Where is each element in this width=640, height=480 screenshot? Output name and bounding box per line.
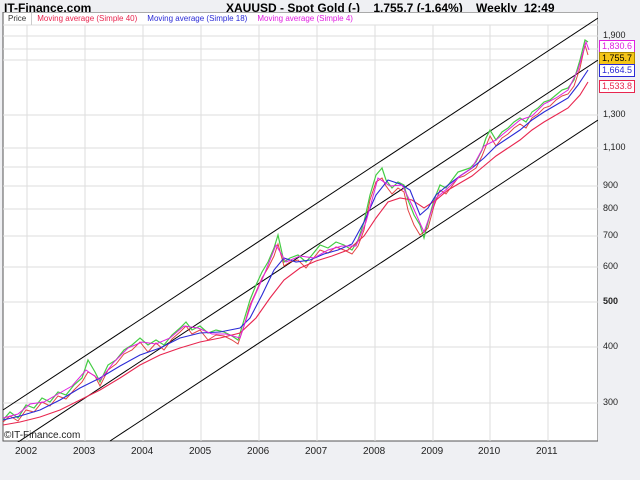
y-label-800: 800: [603, 203, 619, 213]
y-label-400: 400: [603, 341, 619, 351]
ma4-line: [2, 40, 590, 419]
x-label-2002: 2002: [15, 446, 38, 457]
legend-ma18: Moving average (Simple 18): [147, 14, 248, 23]
x-label-2003: 2003: [73, 446, 96, 457]
x-label-2007: 2007: [305, 446, 328, 457]
y-label-500: 500: [603, 296, 619, 306]
x-label-2005: 2005: [189, 446, 212, 457]
x-label-2011: 2011: [536, 446, 558, 457]
y-label-700: 700: [603, 230, 619, 240]
ma18-line: [2, 69, 589, 421]
y-label-900: 900: [603, 180, 619, 190]
x-label-2010: 2010: [478, 446, 501, 457]
h-gridlines: [3, 24, 598, 404]
ma18-price-box: 1,664.5: [599, 64, 635, 77]
chart-legend: Price Moving average (Simple 40) Moving …: [3, 13, 358, 25]
y-label-1300: 1,300: [603, 109, 626, 119]
y-label-300: 300: [603, 397, 619, 407]
y-label-1900: 1,900: [603, 30, 626, 40]
legend-ma40: Moving average (Simple 40): [37, 14, 138, 23]
legend-price: Price: [3, 13, 33, 25]
ma40-price-box: 1,533.8: [599, 80, 635, 93]
ma40-line: [2, 81, 589, 426]
x-label-2008: 2008: [363, 446, 386, 457]
y-label-600: 600: [603, 261, 619, 271]
legend-ma4: Moving average (Simple 4): [257, 14, 353, 23]
copyright-notice: ©IT-Finance.com: [4, 430, 81, 441]
x-label-2004: 2004: [131, 446, 154, 457]
x-label-2009: 2009: [421, 446, 444, 457]
price-chart: [2, 12, 598, 442]
y-label-1100: 1,100: [603, 142, 626, 152]
x-label-2006: 2006: [247, 446, 270, 457]
